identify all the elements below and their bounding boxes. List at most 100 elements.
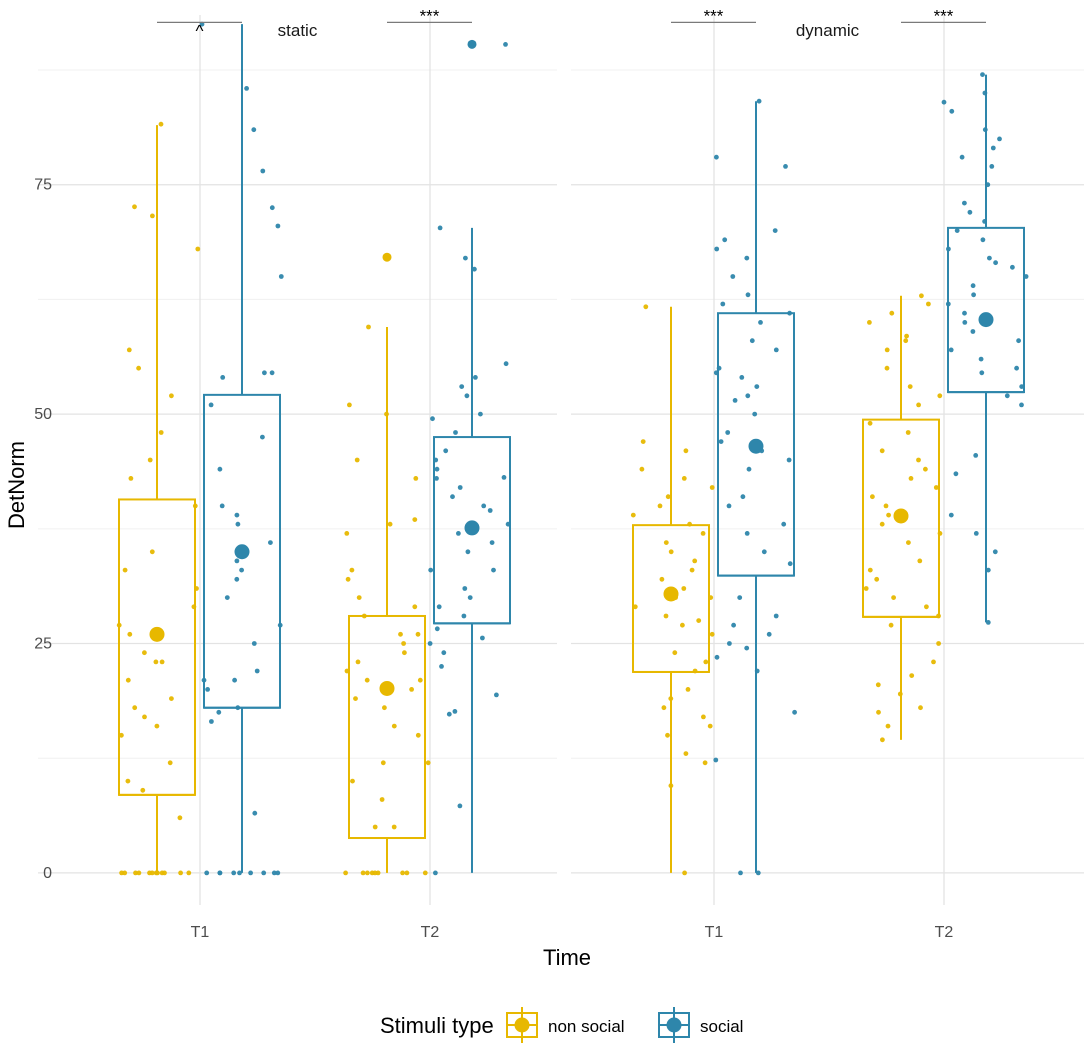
data-point <box>467 595 473 600</box>
data-point <box>993 260 998 266</box>
data-point <box>415 631 421 637</box>
data-point <box>885 723 891 729</box>
data-point <box>125 778 131 784</box>
data-point <box>379 797 385 802</box>
data-point <box>709 631 715 637</box>
data-point <box>219 503 225 509</box>
data-point <box>364 677 370 683</box>
data-point <box>713 757 719 763</box>
data-point <box>917 558 923 564</box>
data-point <box>682 870 687 876</box>
x-tick-label: T2 <box>935 924 954 941</box>
data-point <box>409 687 414 692</box>
data-point <box>355 659 361 665</box>
legend-key-point <box>666 1017 682 1033</box>
data-point <box>978 356 984 362</box>
data-point <box>217 466 223 472</box>
data-point <box>681 476 687 481</box>
data-point <box>876 709 881 715</box>
data-point <box>158 430 164 435</box>
data-point <box>125 677 131 683</box>
y-axis: 0 25 50 75 <box>34 177 52 882</box>
y-tick-label: 75 <box>34 177 52 194</box>
data-point <box>1019 402 1024 408</box>
data-point <box>720 301 726 307</box>
data-point <box>781 521 787 527</box>
data-point <box>133 870 138 876</box>
data-point <box>907 384 913 389</box>
data-point <box>422 870 428 876</box>
legend-label: non social <box>548 1017 625 1036</box>
data-point <box>990 145 996 151</box>
data-point <box>867 420 873 426</box>
data-point <box>970 283 976 289</box>
data-point <box>979 370 985 376</box>
data-point <box>879 448 885 454</box>
data-point <box>692 558 698 564</box>
data-point <box>461 613 467 619</box>
data-point <box>756 98 762 104</box>
data-point <box>786 457 792 463</box>
data-point <box>924 604 929 610</box>
box-group-T2-non-social <box>862 293 943 743</box>
data-point <box>980 237 986 243</box>
data-point <box>398 631 403 637</box>
data-point <box>643 304 649 310</box>
data-point <box>425 760 431 766</box>
box-group-T1-social <box>713 98 797 876</box>
data-point <box>867 320 872 325</box>
data-point <box>918 705 923 711</box>
data-point <box>726 503 732 509</box>
box <box>947 226 1025 394</box>
data-point <box>891 595 896 600</box>
data-point <box>382 705 387 711</box>
data-point <box>916 457 921 463</box>
data-point <box>413 476 419 481</box>
data-point <box>665 494 671 500</box>
data-point <box>661 705 667 711</box>
data-point <box>962 200 967 206</box>
data-point <box>489 540 495 545</box>
data-point <box>714 154 719 160</box>
data-point <box>380 760 386 766</box>
data-point <box>453 430 458 435</box>
data-point <box>1019 384 1025 389</box>
data-point <box>746 466 752 472</box>
data-point <box>427 641 433 646</box>
data-point <box>987 255 992 261</box>
data-point <box>875 682 881 688</box>
data-point <box>908 476 914 481</box>
data-point <box>260 434 265 440</box>
data-point <box>926 301 931 307</box>
data-point <box>709 485 715 490</box>
data-point <box>906 540 911 545</box>
mean-point <box>149 626 165 642</box>
data-point <box>722 237 728 243</box>
data-point <box>937 393 943 399</box>
data-point <box>391 824 397 830</box>
data-point <box>239 567 245 573</box>
data-point <box>456 531 461 536</box>
data-point <box>154 723 160 729</box>
data-point <box>251 641 257 646</box>
data-point <box>948 347 954 353</box>
data-point <box>430 416 435 422</box>
data-point <box>773 613 779 619</box>
data-point <box>727 641 732 646</box>
x-tick-label: T1 <box>705 924 724 941</box>
data-point <box>400 870 405 876</box>
data-point <box>665 732 670 738</box>
outlier-point <box>467 39 477 49</box>
data-point <box>949 108 955 114</box>
data-point <box>387 521 393 527</box>
data-point <box>251 127 257 133</box>
data-point <box>375 870 381 876</box>
data-point <box>119 870 124 876</box>
data-point <box>503 361 509 367</box>
mean-point <box>464 520 480 536</box>
data-point <box>683 448 689 454</box>
data-point <box>204 870 210 876</box>
data-point <box>349 567 355 573</box>
data-point <box>261 870 267 876</box>
